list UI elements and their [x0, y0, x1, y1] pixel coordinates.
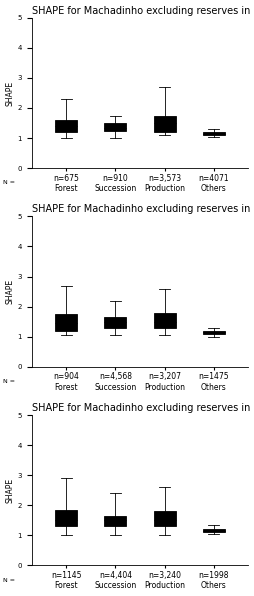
Y-axis label: SHAPE: SHAPE — [6, 478, 14, 503]
PathPatch shape — [154, 313, 176, 328]
Y-axis label: SHAPE: SHAPE — [6, 279, 14, 304]
Text: N =: N = — [3, 180, 15, 185]
PathPatch shape — [203, 331, 225, 334]
PathPatch shape — [203, 529, 225, 532]
Text: N =: N = — [3, 578, 15, 582]
PathPatch shape — [203, 132, 225, 135]
PathPatch shape — [154, 511, 176, 526]
PathPatch shape — [104, 123, 126, 131]
PathPatch shape — [55, 120, 77, 132]
PathPatch shape — [55, 510, 77, 526]
PathPatch shape — [154, 116, 176, 132]
Text: SHAPE for Machadinho excluding reserves in 1998: SHAPE for Machadinho excluding reserves … — [31, 403, 254, 413]
Text: N =: N = — [3, 379, 15, 384]
PathPatch shape — [55, 314, 77, 331]
Text: SHAPE for Machadinho excluding reserves in 1988: SHAPE for Machadinho excluding reserves … — [31, 5, 254, 15]
PathPatch shape — [104, 317, 126, 328]
PathPatch shape — [104, 516, 126, 526]
Y-axis label: SHAPE: SHAPE — [6, 80, 14, 105]
Text: SHAPE for Machadinho excluding reserves in 1994: SHAPE for Machadinho excluding reserves … — [31, 204, 254, 214]
